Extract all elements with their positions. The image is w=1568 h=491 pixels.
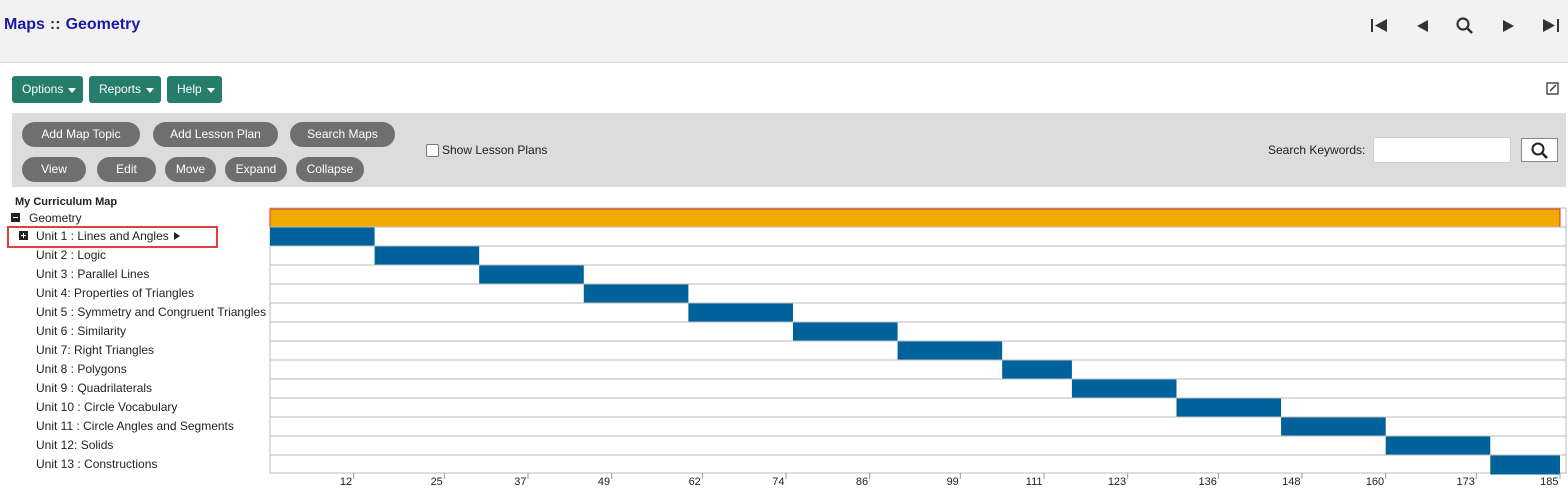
x-tick-label: 111: [1026, 476, 1043, 488]
x-tick-label: 74: [772, 476, 784, 488]
search-icon: [1531, 142, 1548, 159]
search-button[interactable]: [1521, 138, 1558, 162]
first-button[interactable]: [1371, 19, 1387, 32]
search-input[interactable]: [1373, 137, 1511, 163]
x-tick-label: 25: [431, 476, 443, 488]
unit-bar: [1281, 417, 1386, 437]
x-tick-label: 37: [514, 476, 526, 488]
next-button[interactable]: [1503, 20, 1514, 32]
unit-label[interactable]: Unit 2 : Logic: [36, 248, 107, 262]
toolbar-button[interactable]: Add Lesson Plan: [153, 122, 278, 147]
show-lesson-plans-checkbox[interactable]: [426, 144, 439, 157]
popout-icon[interactable]: [0, 0, 1568, 100]
x-tick-label: 49: [598, 476, 610, 488]
unit-bar: [374, 246, 480, 266]
unit-label[interactable]: Unit 11 : Circle Angles and Segments: [36, 419, 234, 433]
section[interactable]: Maps: [4, 16, 45, 33]
toolbar-button[interactable]: Edit: [97, 157, 156, 182]
tree-heading: My Curriculum Map: [15, 196, 118, 208]
help-menu[interactable]: Help: [167, 76, 222, 103]
toolbar-button[interactable]: View: [22, 157, 86, 182]
separator: ::: [49, 16, 61, 33]
header: [0, 0, 1568, 63]
options-menu[interactable]: Options: [12, 76, 84, 103]
unit-label[interactable]: Unit 3 : Parallel Lines: [36, 267, 150, 281]
map-name: Geometry: [65, 16, 141, 33]
unit-bar: [1002, 360, 1072, 380]
toolbar-button[interactable]: Collapse: [296, 157, 364, 182]
tree-root[interactable]: Geometry: [29, 211, 82, 225]
unit-label[interactable]: Unit 4: Properties of Triangles: [36, 286, 195, 300]
collapse-icon[interactable]: [11, 213, 20, 222]
unit-bar: [792, 322, 898, 342]
reports-menu[interactable]: Reports: [89, 76, 162, 103]
selection-highlight: [7, 226, 218, 248]
unit-bar: [1490, 455, 1560, 475]
unit-bar: [1071, 379, 1177, 399]
unit-bar: [583, 284, 689, 304]
chart-frame: [269, 207, 1567, 474]
search-label: Search Keywords:: [1268, 143, 1366, 157]
unit-bar: [1385, 436, 1491, 456]
x-tick-label: 173: [1456, 476, 1474, 488]
unit-label[interactable]: Unit 13 : Constructions: [36, 457, 158, 471]
prev-button[interactable]: [1417, 20, 1428, 32]
x-tick-label: 12: [340, 476, 352, 488]
x-tick-label: 185: [1540, 476, 1558, 488]
x-tick-label: 86: [856, 476, 868, 488]
toolbar-button[interactable]: Search Maps: [290, 122, 395, 147]
x-tick-label: 123: [1108, 476, 1126, 488]
unit-label[interactable]: Unit 6 : Similarity: [36, 324, 127, 338]
arrow-icon: [174, 232, 180, 240]
unit-label[interactable]: Unit 10 : Circle Vocabulary: [36, 400, 178, 414]
toolbar-button[interactable]: Expand: [225, 157, 287, 182]
unit-label[interactable]: Unit 5 : Symmetry and Congruent Triangle…: [36, 305, 267, 319]
page-title: Maps:: Geometry: [4, 16, 145, 34]
unit-label[interactable]: Unit 7: Right Triangles: [36, 343, 155, 357]
checkbox-label: Show Lesson Plans: [442, 143, 548, 157]
x-tick-label: 99: [947, 476, 959, 488]
toolbar-button[interactable]: Move: [165, 157, 216, 182]
last-button[interactable]: [1543, 19, 1559, 32]
expand-icon[interactable]: [19, 231, 28, 240]
x-tick-label: 148: [1282, 476, 1300, 488]
x-tick-label: 136: [1198, 476, 1216, 488]
unit-label[interactable]: Unit 8 : Polygons: [36, 362, 127, 376]
unit-bar: [1176, 398, 1282, 418]
unit-label[interactable]: Unit 9 : Quadrilaterals: [36, 381, 153, 395]
unit-label[interactable]: Unit 12: Solids: [36, 438, 114, 452]
unit-bar: [688, 303, 793, 323]
search-button[interactable]: [1456, 17, 1473, 34]
x-tick-label: 160: [1366, 476, 1384, 488]
nav-icons: [1371, 17, 1559, 34]
unit-bar: [479, 265, 584, 285]
toolbar-button[interactable]: Add Map Topic: [22, 122, 140, 147]
unit-bar: [270, 227, 375, 247]
root-bar: [269, 208, 1561, 228]
unit-bar: [897, 341, 1003, 361]
x-tick-label: 62: [689, 476, 701, 488]
unit-label[interactable]: Unit 1 : Lines and Angles: [36, 229, 169, 243]
